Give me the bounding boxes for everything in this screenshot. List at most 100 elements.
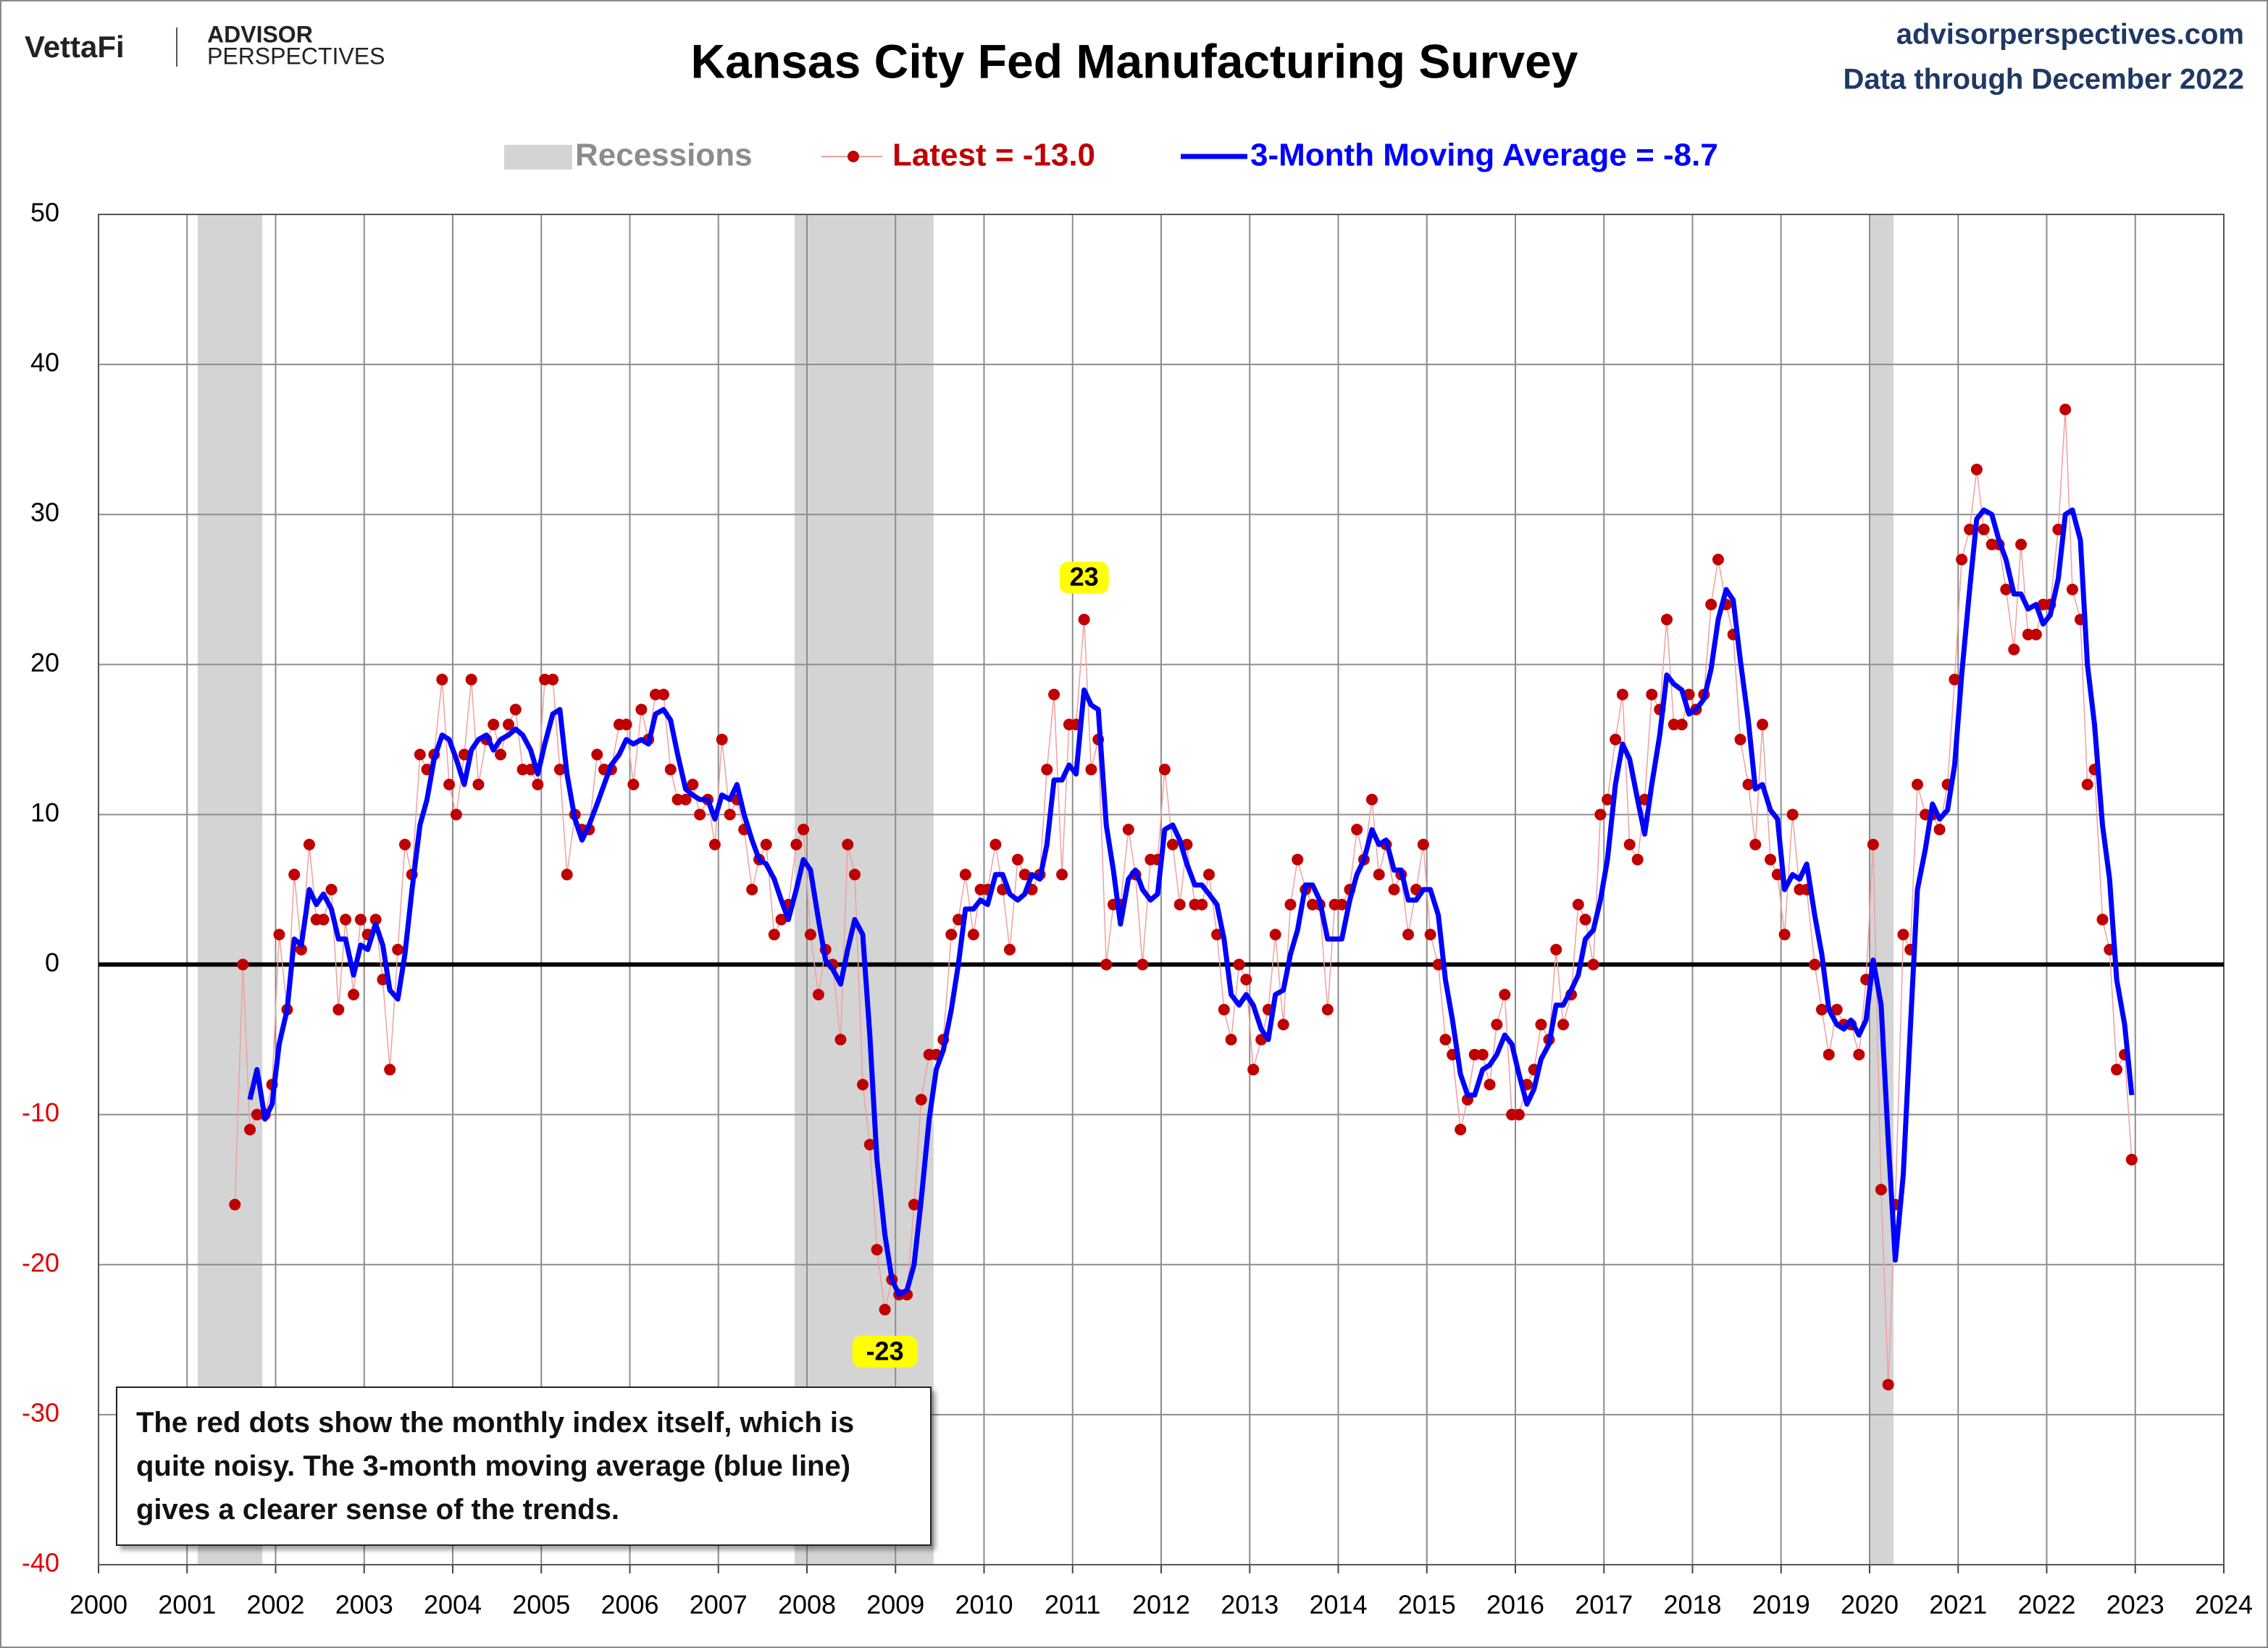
x-tick-label: 2016 — [1486, 1590, 1544, 1620]
y-tick-label: 20 — [30, 648, 59, 677]
data-point — [1970, 464, 1983, 476]
data-point — [1173, 898, 1186, 911]
data-point — [664, 764, 677, 776]
data-point — [414, 748, 426, 761]
data-point — [1610, 733, 1622, 745]
plot-area: -40 -30 -20 -10 0 10 20 30 40 50 2000 2001 2002 2003 2… — [22, 198, 2253, 1620]
data-point — [1365, 793, 1378, 806]
data-point — [1705, 598, 1717, 611]
data-point — [450, 808, 462, 821]
data-point — [620, 719, 632, 731]
data-point — [1003, 943, 1016, 955]
data-point — [1667, 719, 1680, 731]
data-point — [1815, 1003, 1828, 1016]
data-point — [1712, 553, 1724, 566]
legend-swatch — [848, 151, 859, 162]
x-tick-label: 2011 — [1045, 1590, 1100, 1620]
data-point — [1137, 958, 1149, 971]
data-point — [1018, 869, 1031, 881]
data-point — [547, 674, 559, 686]
data-point — [1225, 1034, 1237, 1046]
data-point — [1388, 884, 1400, 895]
data-point — [842, 838, 854, 850]
data-point — [1757, 719, 1769, 731]
data-point — [1964, 523, 1976, 535]
data-point — [1292, 853, 1304, 866]
data-point — [325, 884, 338, 895]
data-point — [879, 1303, 891, 1316]
data-point — [1867, 838, 1879, 850]
data-point — [804, 929, 816, 941]
data-point — [384, 1063, 396, 1076]
legend-swatch — [504, 145, 572, 170]
data-point — [687, 779, 699, 791]
data-point — [1830, 1003, 1843, 1016]
data-point — [1778, 929, 1791, 941]
annotation: 23 — [1059, 561, 1109, 594]
data-point — [340, 913, 352, 926]
data-point — [2000, 583, 2012, 595]
series-line — [247, 507, 2135, 1297]
data-point — [303, 838, 315, 850]
data-point — [465, 674, 477, 686]
x-tick-label: 2012 — [1132, 1590, 1190, 1620]
data-point — [2015, 538, 2028, 551]
data-point — [1742, 779, 1754, 791]
data-point — [503, 719, 515, 731]
data-point — [1882, 1379, 1894, 1391]
data-point — [849, 869, 861, 881]
annotation-label: 23 — [1070, 562, 1099, 592]
data-point — [1203, 869, 1215, 881]
data-point — [1468, 1048, 1481, 1061]
data-point — [1933, 824, 1946, 836]
y-tick-label: 40 — [30, 348, 59, 377]
legend-label: 3-Month Moving Average = -8.7 — [1250, 138, 1718, 173]
recession-band — [197, 214, 263, 1565]
data-point — [1631, 853, 1644, 866]
y-tick-label: 0 — [45, 948, 59, 977]
data-point — [2022, 628, 2034, 640]
data-point — [1594, 808, 1607, 821]
data-point — [1284, 898, 1297, 911]
brand: VettaFi — [25, 30, 125, 64]
x-tick-label: 2007 — [690, 1590, 748, 1620]
data-point — [1122, 824, 1134, 836]
data-point — [967, 929, 979, 941]
data-point — [1048, 688, 1060, 700]
legend: Recessions Latest = -13.0 3-Month Moving… — [504, 138, 1718, 173]
data-point — [1978, 523, 1990, 535]
data-point — [273, 929, 285, 941]
y-tick-label: 10 — [30, 798, 59, 827]
data-point — [1402, 929, 1415, 941]
x-tick-label: 2008 — [778, 1590, 836, 1620]
data-point — [2066, 583, 2078, 595]
data-point — [1439, 1034, 1452, 1046]
data-point — [716, 733, 728, 745]
data-point — [392, 943, 404, 955]
legend-label: Recessions — [575, 138, 753, 173]
x-tick-label: 2024 — [2195, 1590, 2253, 1620]
data-point — [1011, 853, 1024, 866]
data-point — [1455, 1124, 1467, 1136]
data-point — [1373, 869, 1385, 881]
x-tick-label: 2005 — [512, 1590, 570, 1620]
data-point — [1786, 808, 1799, 821]
x-tick-label: 2020 — [1841, 1590, 1899, 1620]
y-tick-label: 50 — [30, 198, 59, 227]
data-point — [495, 748, 507, 761]
brand2: PERSPECTIVES — [207, 43, 385, 69]
data-point — [1218, 1003, 1230, 1016]
x-tick-label: 2003 — [335, 1590, 393, 1620]
data-point — [908, 1198, 920, 1210]
data-point — [488, 719, 500, 731]
data-point — [2008, 643, 2020, 656]
data-point — [1247, 1063, 1260, 1076]
data-point — [1424, 929, 1436, 941]
data-point — [1476, 1048, 1489, 1061]
data-point — [458, 748, 470, 761]
y-tick-label: -10 — [22, 1097, 59, 1127]
x-tick-label: 2021 — [1929, 1590, 1987, 1620]
data-point — [1572, 898, 1584, 911]
data-point — [1661, 614, 1673, 626]
data-point — [1336, 898, 1348, 911]
